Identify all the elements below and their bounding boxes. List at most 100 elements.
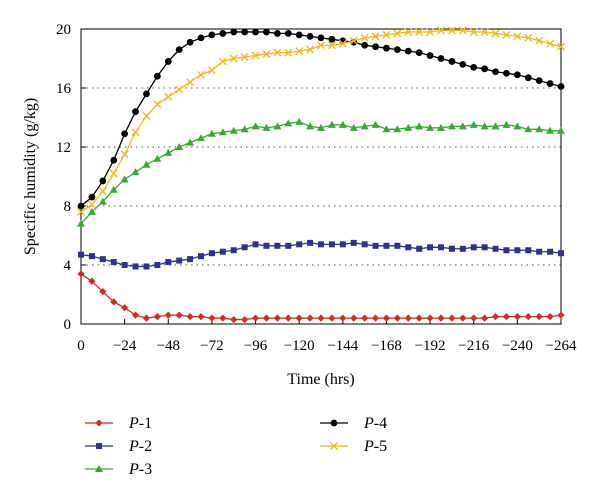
data-point-marker — [164, 148, 173, 156]
x-axis-label: Time (hrs) — [287, 371, 354, 388]
x-tick-label: −192 — [415, 338, 446, 354]
legend-marker — [95, 465, 103, 472]
data-point-marker — [502, 120, 511, 128]
data-point-marker — [480, 27, 489, 36]
data-point-marker — [360, 33, 369, 42]
data-point-marker — [120, 175, 129, 183]
data-point-marker — [513, 313, 521, 321]
legend-item: P-1 — [85, 415, 152, 432]
data-point-marker — [273, 30, 281, 37]
grid-lines — [81, 87, 561, 266]
data-point-marker — [459, 245, 466, 252]
data-point-marker — [273, 122, 282, 130]
data-point-marker — [262, 123, 271, 131]
legend-item: P-5 — [320, 438, 387, 455]
series-p4 — [77, 28, 565, 210]
data-point-marker — [229, 126, 238, 134]
data-point-marker — [88, 253, 95, 260]
legend-item: P-3 — [85, 461, 152, 478]
data-point-marker — [197, 134, 205, 142]
data-point-marker — [524, 125, 533, 133]
data-point-marker — [481, 65, 489, 73]
data-point-marker — [240, 125, 249, 133]
legend-marker — [330, 442, 338, 450]
data-point-marker — [131, 128, 140, 137]
data-point-marker — [110, 156, 118, 164]
data-point-marker — [535, 313, 543, 321]
data-point-marker — [393, 314, 401, 322]
data-point-marker — [241, 244, 248, 251]
data-point-marker — [470, 244, 477, 251]
data-point-marker — [99, 256, 106, 263]
data-point-marker — [371, 32, 380, 41]
data-point-marker — [295, 314, 303, 322]
data-point-marker — [251, 314, 260, 322]
legend-label-suffix: -3 — [139, 461, 152, 478]
data-point-marker — [350, 239, 357, 246]
data-point-marker — [262, 50, 271, 59]
data-point-marker — [338, 120, 347, 128]
data-point-marker — [186, 138, 195, 146]
data-point-marker — [383, 44, 390, 52]
data-point-marker — [307, 239, 314, 246]
legend-label-prefix: P — [363, 415, 374, 432]
y-tick-label: 16 — [56, 81, 72, 97]
data-point-marker — [273, 48, 282, 57]
data-point-marker — [416, 245, 423, 252]
legend-label-suffix: -4 — [374, 415, 387, 432]
data-point-marker — [558, 250, 564, 257]
data-point-marker — [339, 314, 347, 322]
data-point-marker — [394, 242, 401, 249]
data-point-marker — [153, 100, 162, 109]
data-point-marker — [198, 253, 204, 260]
data-point-marker — [78, 251, 84, 258]
data-point-marker — [535, 77, 543, 85]
data-point-marker — [448, 314, 456, 322]
data-point-marker — [306, 45, 315, 54]
data-point-marker — [491, 313, 500, 321]
data-point-marker — [318, 241, 324, 248]
series-line — [80, 29, 562, 213]
data-point-marker — [98, 187, 107, 196]
legend-label: P-4 — [363, 415, 387, 432]
data-point-marker — [415, 122, 424, 130]
data-point-marker — [186, 313, 194, 321]
legend-label: P-5 — [363, 438, 387, 455]
data-point-marker — [458, 26, 467, 35]
legend-label: P-2 — [128, 438, 152, 455]
data-point-marker — [98, 197, 107, 205]
data-point-marker — [502, 313, 511, 321]
data-point-marker — [382, 30, 391, 39]
data-point-marker — [426, 314, 434, 322]
data-point-marker — [480, 122, 489, 130]
data-point-marker — [371, 314, 380, 322]
data-point-marker — [131, 168, 140, 176]
data-point-marker — [88, 277, 96, 285]
x-tick-label: −120 — [284, 338, 315, 354]
data-point-marker — [492, 68, 499, 76]
data-point-marker — [132, 108, 139, 115]
data-point-marker — [481, 314, 489, 322]
data-point-marker — [513, 122, 522, 130]
data-point-marker — [219, 248, 226, 255]
data-point-marker — [295, 31, 303, 39]
data-point-marker — [131, 311, 140, 319]
series-line — [80, 31, 562, 207]
data-point-marker — [437, 26, 445, 35]
data-point-marker — [87, 200, 96, 209]
legend-marker — [95, 419, 103, 427]
data-point-marker — [176, 257, 183, 264]
data-point-marker — [557, 83, 565, 90]
data-point-marker — [382, 125, 391, 133]
data-point-marker — [219, 314, 227, 322]
data-point-marker — [175, 46, 183, 54]
data-point-marker — [262, 314, 271, 322]
series-line — [80, 273, 562, 321]
data-point-marker — [557, 311, 565, 319]
data-point-marker — [481, 244, 488, 251]
data-point-marker — [295, 47, 304, 56]
data-point-marker — [251, 122, 260, 130]
data-point-marker — [317, 314, 325, 322]
data-point-marker — [229, 54, 238, 63]
y-axis-ticks: 0 4 8 12 16 20 — [56, 22, 86, 333]
